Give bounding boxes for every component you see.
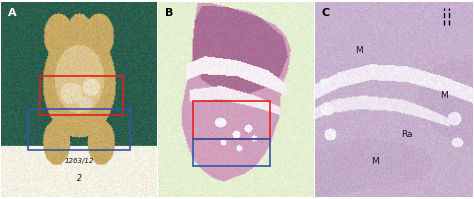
Bar — [28, 109, 130, 150]
Text: B: B — [164, 8, 173, 18]
Text: M: M — [356, 46, 363, 55]
Bar — [192, 101, 270, 139]
Bar — [192, 139, 270, 166]
Text: A: A — [8, 8, 16, 18]
Text: C: C — [321, 8, 329, 18]
Bar — [40, 76, 123, 115]
Text: 2: 2 — [77, 174, 82, 183]
Text: 1263/12: 1263/12 — [64, 158, 94, 164]
Text: M: M — [371, 157, 379, 166]
Text: M: M — [440, 91, 448, 100]
Text: Ra: Ra — [401, 130, 412, 139]
